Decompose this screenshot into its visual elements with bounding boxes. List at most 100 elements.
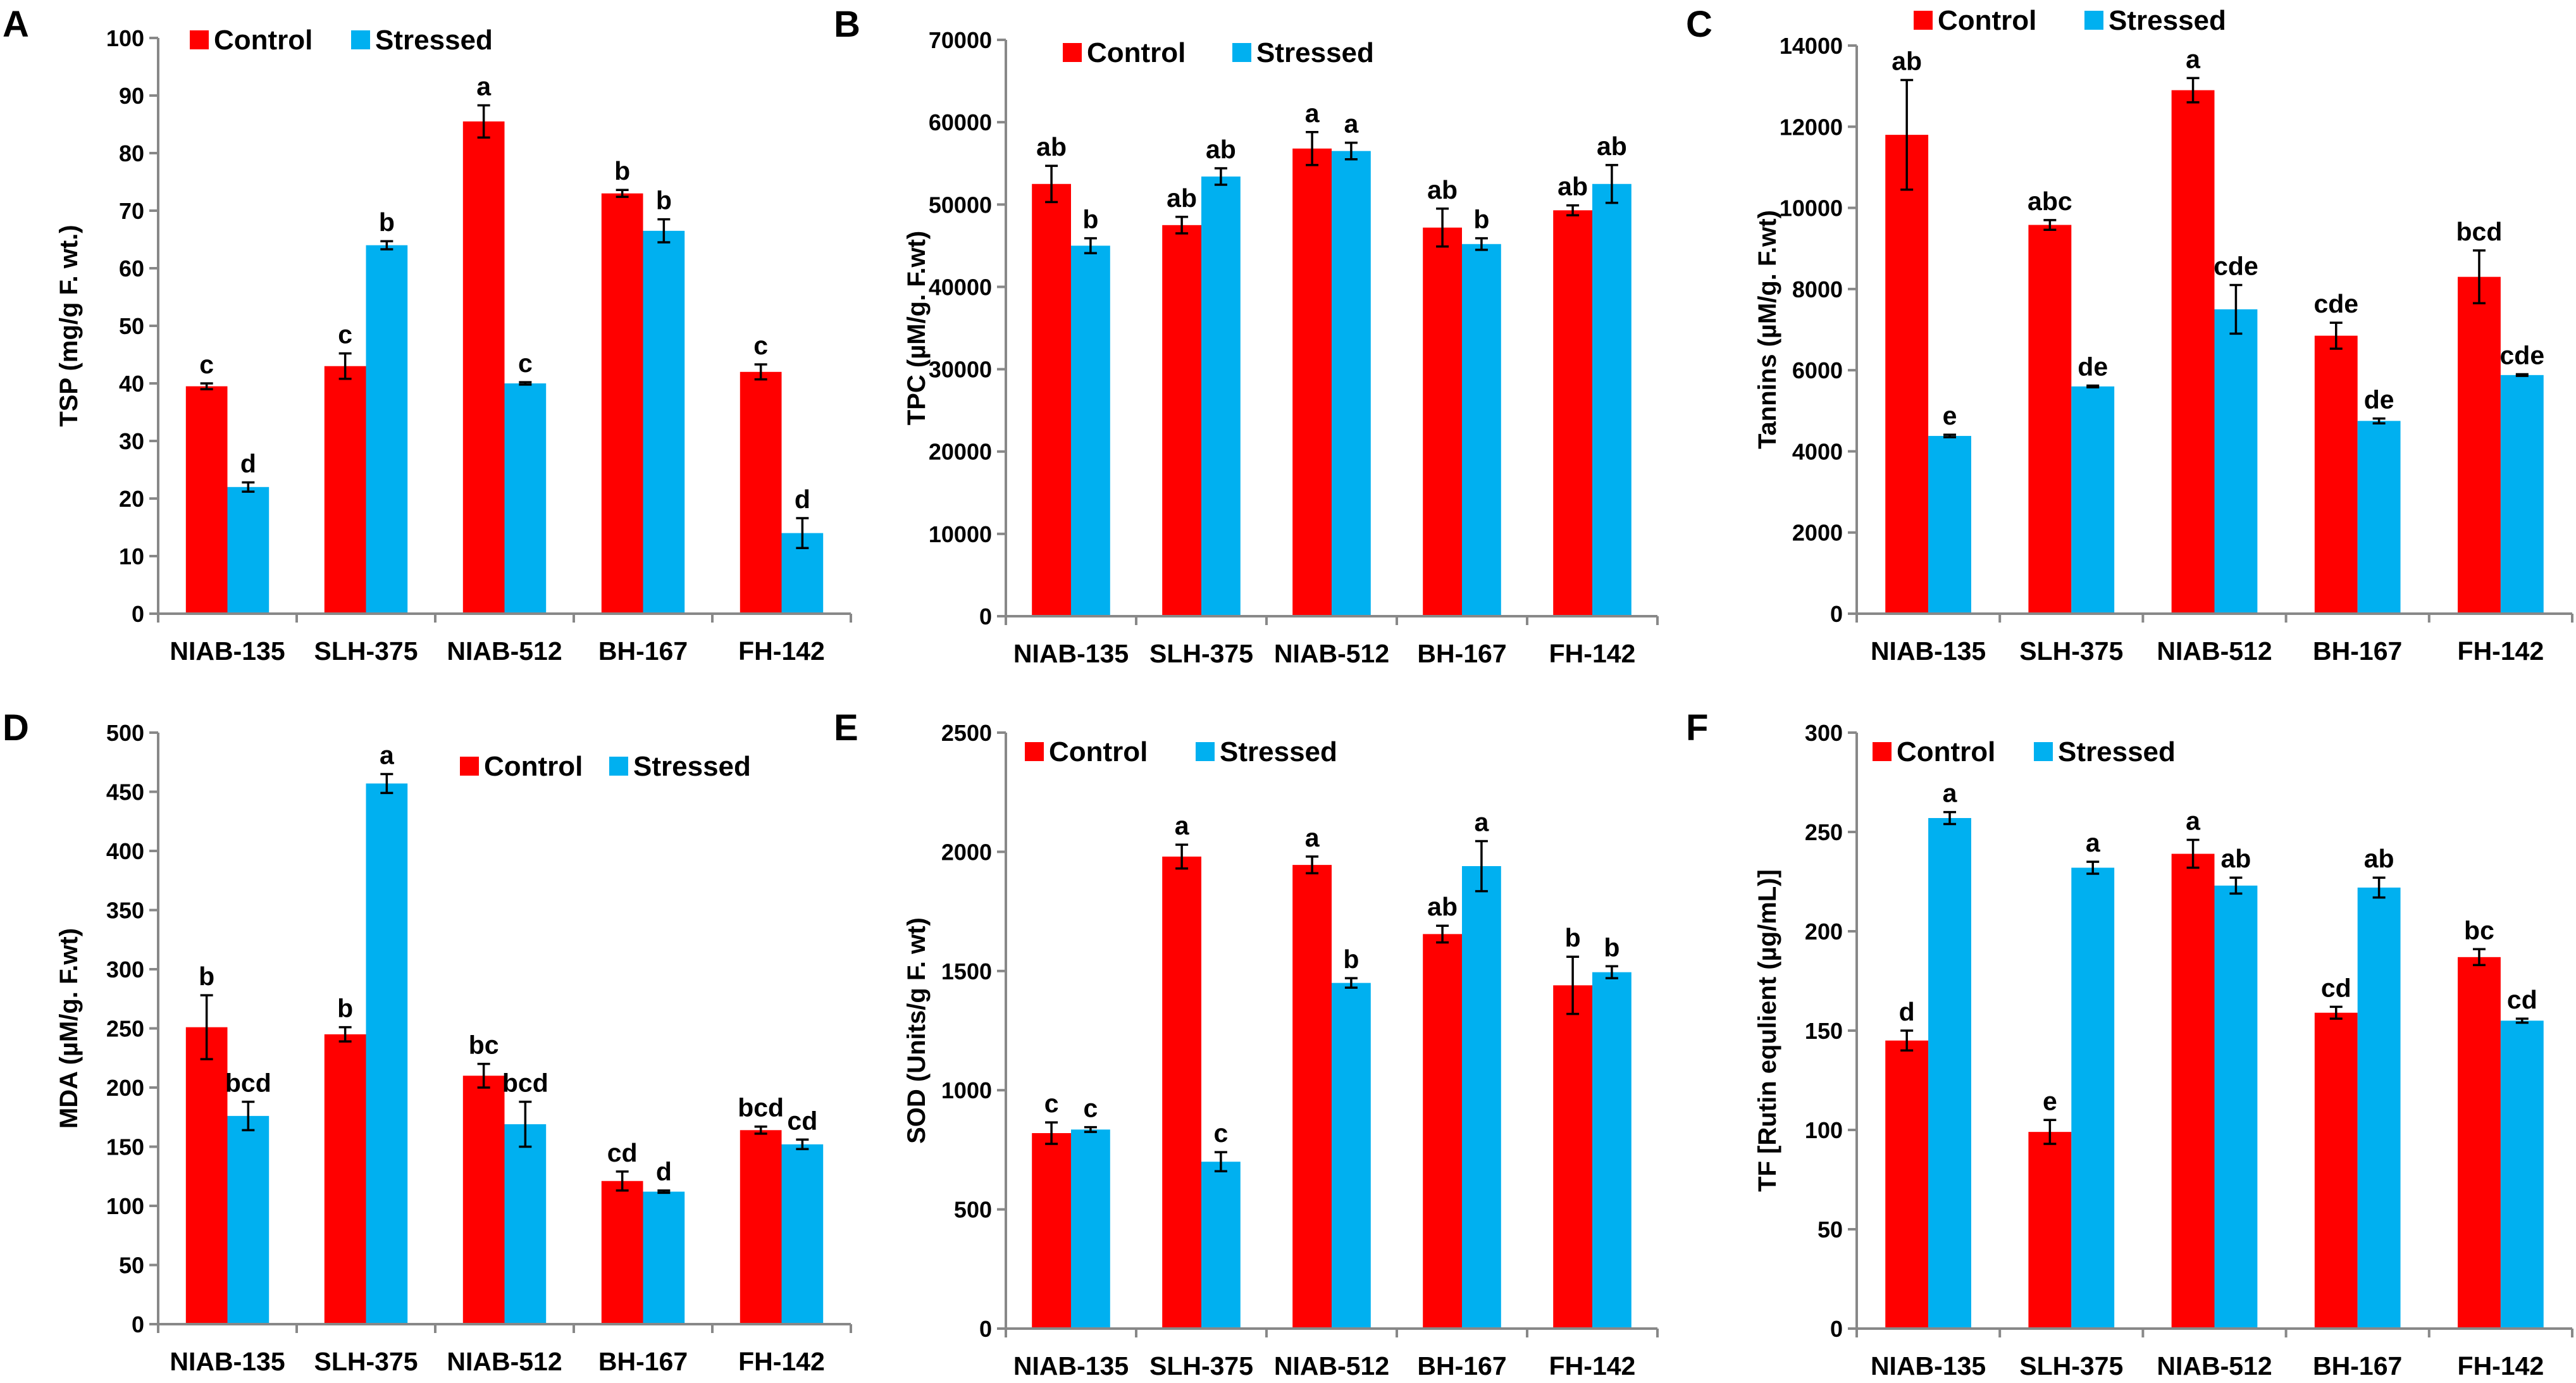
- panel-d-significance-label: b: [199, 962, 214, 991]
- panel-c-bar-control-bh-167: [2314, 335, 2358, 614]
- panel-a-y-tick-label: 50: [119, 313, 144, 339]
- panel-d-bar-stressed-fh-142: [781, 1144, 824, 1324]
- panel-a-bar-control-slh-375: [324, 366, 366, 614]
- panel-e-y-tick-label: 0: [979, 1316, 992, 1342]
- panel-c-significance-label: cde: [2500, 341, 2545, 370]
- panel-b-legend-swatch-stressed: [1232, 43, 1251, 62]
- panel-c-y-tick-label: 6000: [1792, 357, 1843, 383]
- panel-e-bar-stressed-slh-375: [1201, 1162, 1241, 1329]
- panel-e-significance-label: c: [1083, 1094, 1098, 1123]
- panel-e-y-tick-label: 1500: [941, 958, 992, 984]
- panel-b-legend-label-stressed: Stressed: [1256, 37, 1374, 68]
- panel-c-tannins-chart: C Tannins (µM/g. F.wt) 0 2000 4000 6000 8000 10…: [1686, 4, 2573, 666]
- panel-e-category-label-niab-135: NIAB-135: [1013, 1351, 1129, 1380]
- panel-e-bar-control-niab-512: [1292, 865, 1332, 1329]
- panel-b-significance-label: ab: [1427, 175, 1458, 204]
- panel-f-legend-label-stressed: Stressed: [2058, 736, 2176, 767]
- panel-b-significance-label: ab: [1206, 135, 1236, 164]
- panel-e-significance-label: b: [1565, 923, 1581, 952]
- panel-a-category-label-fh-142: FH-142: [738, 636, 825, 666]
- panel-f-bar-control-niab-135: [1885, 1040, 1929, 1329]
- panel-d-significance-label: cd: [787, 1106, 817, 1135]
- panel-b-bar-stressed-niab-512: [1332, 151, 1371, 616]
- panel-c-letter: C: [1686, 4, 1712, 45]
- panel-c-category-label-niab-135: NIAB-135: [1871, 636, 1986, 666]
- panel-b-letter: B: [834, 4, 860, 45]
- panel-c-category-label-fh-142: FH-142: [2458, 636, 2544, 666]
- panel-c-legend-label-control: Control: [1938, 5, 2036, 36]
- panel-b-y-tick-label: 50000: [929, 192, 992, 218]
- panel-a-bar-control-niab-512: [462, 121, 505, 614]
- panel-f-significance-label: a: [1943, 779, 1958, 808]
- panel-e-sod-chart: E SOD (Units/g F. wt) 0 500 1000 1500 2000 2500…: [834, 707, 1659, 1380]
- panel-c-significance-label: abc: [2028, 187, 2072, 216]
- panel-d-category-label-slh-375: SLH-375: [314, 1347, 418, 1376]
- panel-e-category-label-fh-142: FH-142: [1549, 1351, 1636, 1380]
- panel-f-bar-control-bh-167: [2314, 1012, 2358, 1329]
- panel-d-significance-label: bcd: [502, 1068, 548, 1097]
- panel-b-y-tick-label: 0: [979, 604, 992, 629]
- panel-a-significance-label: a: [476, 71, 492, 101]
- panel-e-significance-label: c: [1044, 1089, 1059, 1118]
- panel-c-bar-stressed-fh-142: [2500, 375, 2544, 614]
- panel-c-y-tick-label: 12000: [1780, 114, 1843, 140]
- panel-f-bar-stressed-fh-142: [2500, 1020, 2544, 1329]
- panel-d-bar-control-niab-135: [185, 1027, 228, 1324]
- panel-d-y-tick-label: 100: [106, 1193, 144, 1219]
- panel-d-y-tick-label: 0: [132, 1312, 144, 1337]
- panel-a-y-tick-label: 100: [106, 25, 144, 51]
- panel-a-category-label-niab-512: NIAB-512: [447, 636, 562, 666]
- panel-b-category-label-bh-167: BH-167: [1417, 639, 1506, 668]
- panel-c-significance-label: de: [2364, 385, 2394, 414]
- panel-f-y-tick-label: 250: [1805, 819, 1843, 845]
- panel-d-y-tick-label: 250: [106, 1016, 144, 1042]
- panel-b-y-axis-title: TPC (µM/g. F.wt): [903, 231, 931, 425]
- panel-c-bar-stressed-niab-135: [1928, 436, 1971, 614]
- panel-b-legend-swatch-control: [1063, 43, 1082, 62]
- panel-f-category-label-niab-512: NIAB-512: [2157, 1351, 2272, 1380]
- panel-a-y-tick-label: 80: [119, 140, 144, 166]
- panel-d-y-tick-label: 350: [106, 898, 144, 924]
- panel-b-significance-label: ab: [1036, 132, 1067, 161]
- panel-d-significance-label: b: [337, 994, 353, 1023]
- panel-c-bar-control-slh-375: [2028, 225, 2072, 614]
- panel-f-category-label-bh-167: BH-167: [2313, 1351, 2402, 1380]
- panel-d-significance-label: cd: [607, 1138, 638, 1167]
- panel-d-y-tick-label: 200: [106, 1075, 144, 1101]
- panel-e-y-tick-label: 1000: [941, 1077, 992, 1103]
- panel-b-y-tick-label: 20000: [929, 439, 992, 465]
- panel-e-y-tick-label: 500: [954, 1197, 992, 1223]
- panel-a-bar-stressed-slh-375: [366, 245, 408, 614]
- panel-f-y-tick-label: 150: [1805, 1018, 1843, 1044]
- panel-c-y-tick-label: 8000: [1792, 276, 1843, 302]
- panel-d-bar-stressed-niab-512: [504, 1124, 547, 1324]
- panel-c-significance-label: a: [2186, 44, 2201, 73]
- panel-a-category-label-slh-375: SLH-375: [314, 636, 418, 666]
- panel-d-significance-label: bcd: [738, 1093, 784, 1122]
- panel-b-y-tick-label: 40000: [929, 274, 992, 300]
- panel-c-category-label-bh-167: BH-167: [2313, 636, 2402, 666]
- panel-c-legend-label-stressed: Stressed: [2108, 5, 2226, 36]
- panel-a-y-tick-label: 0: [132, 601, 144, 627]
- panel-d-category-label-bh-167: BH-167: [598, 1347, 688, 1376]
- panel-e-significance-label: b: [1343, 945, 1359, 974]
- panel-f-tf-chart: F TF [Rutin equlient (µg/mL)] 0 50 100 150 200…: [1686, 707, 2573, 1380]
- panel-a-significance-label: b: [614, 156, 630, 185]
- panel-c-bar-stressed-niab-512: [2214, 309, 2258, 614]
- panel-f-bar-stressed-bh-167: [2357, 887, 2401, 1329]
- panel-d-letter: D: [3, 707, 29, 748]
- panel-e-significance-label: c: [1213, 1119, 1228, 1148]
- panel-e-category-label-slh-375: SLH-375: [1149, 1351, 1253, 1380]
- panel-b-bar-control-slh-375: [1162, 225, 1201, 617]
- panel-b-bar-stressed-slh-375: [1201, 177, 1241, 617]
- panel-d-bar-control-fh-142: [740, 1130, 782, 1324]
- panel-b-category-label-niab-135: NIAB-135: [1013, 639, 1129, 668]
- panel-a-bar-control-fh-142: [740, 371, 782, 614]
- panel-d-category-label-niab-135: NIAB-135: [170, 1347, 285, 1376]
- panel-a-significance-label: b: [656, 186, 672, 215]
- panel-a-y-tick-label: 40: [119, 371, 144, 397]
- panel-e-significance-label: b: [1604, 933, 1619, 962]
- panel-a-significance-label: c: [199, 350, 214, 379]
- panel-d-significance-label: bc: [469, 1031, 499, 1060]
- panel-e-bar-control-bh-167: [1423, 934, 1462, 1329]
